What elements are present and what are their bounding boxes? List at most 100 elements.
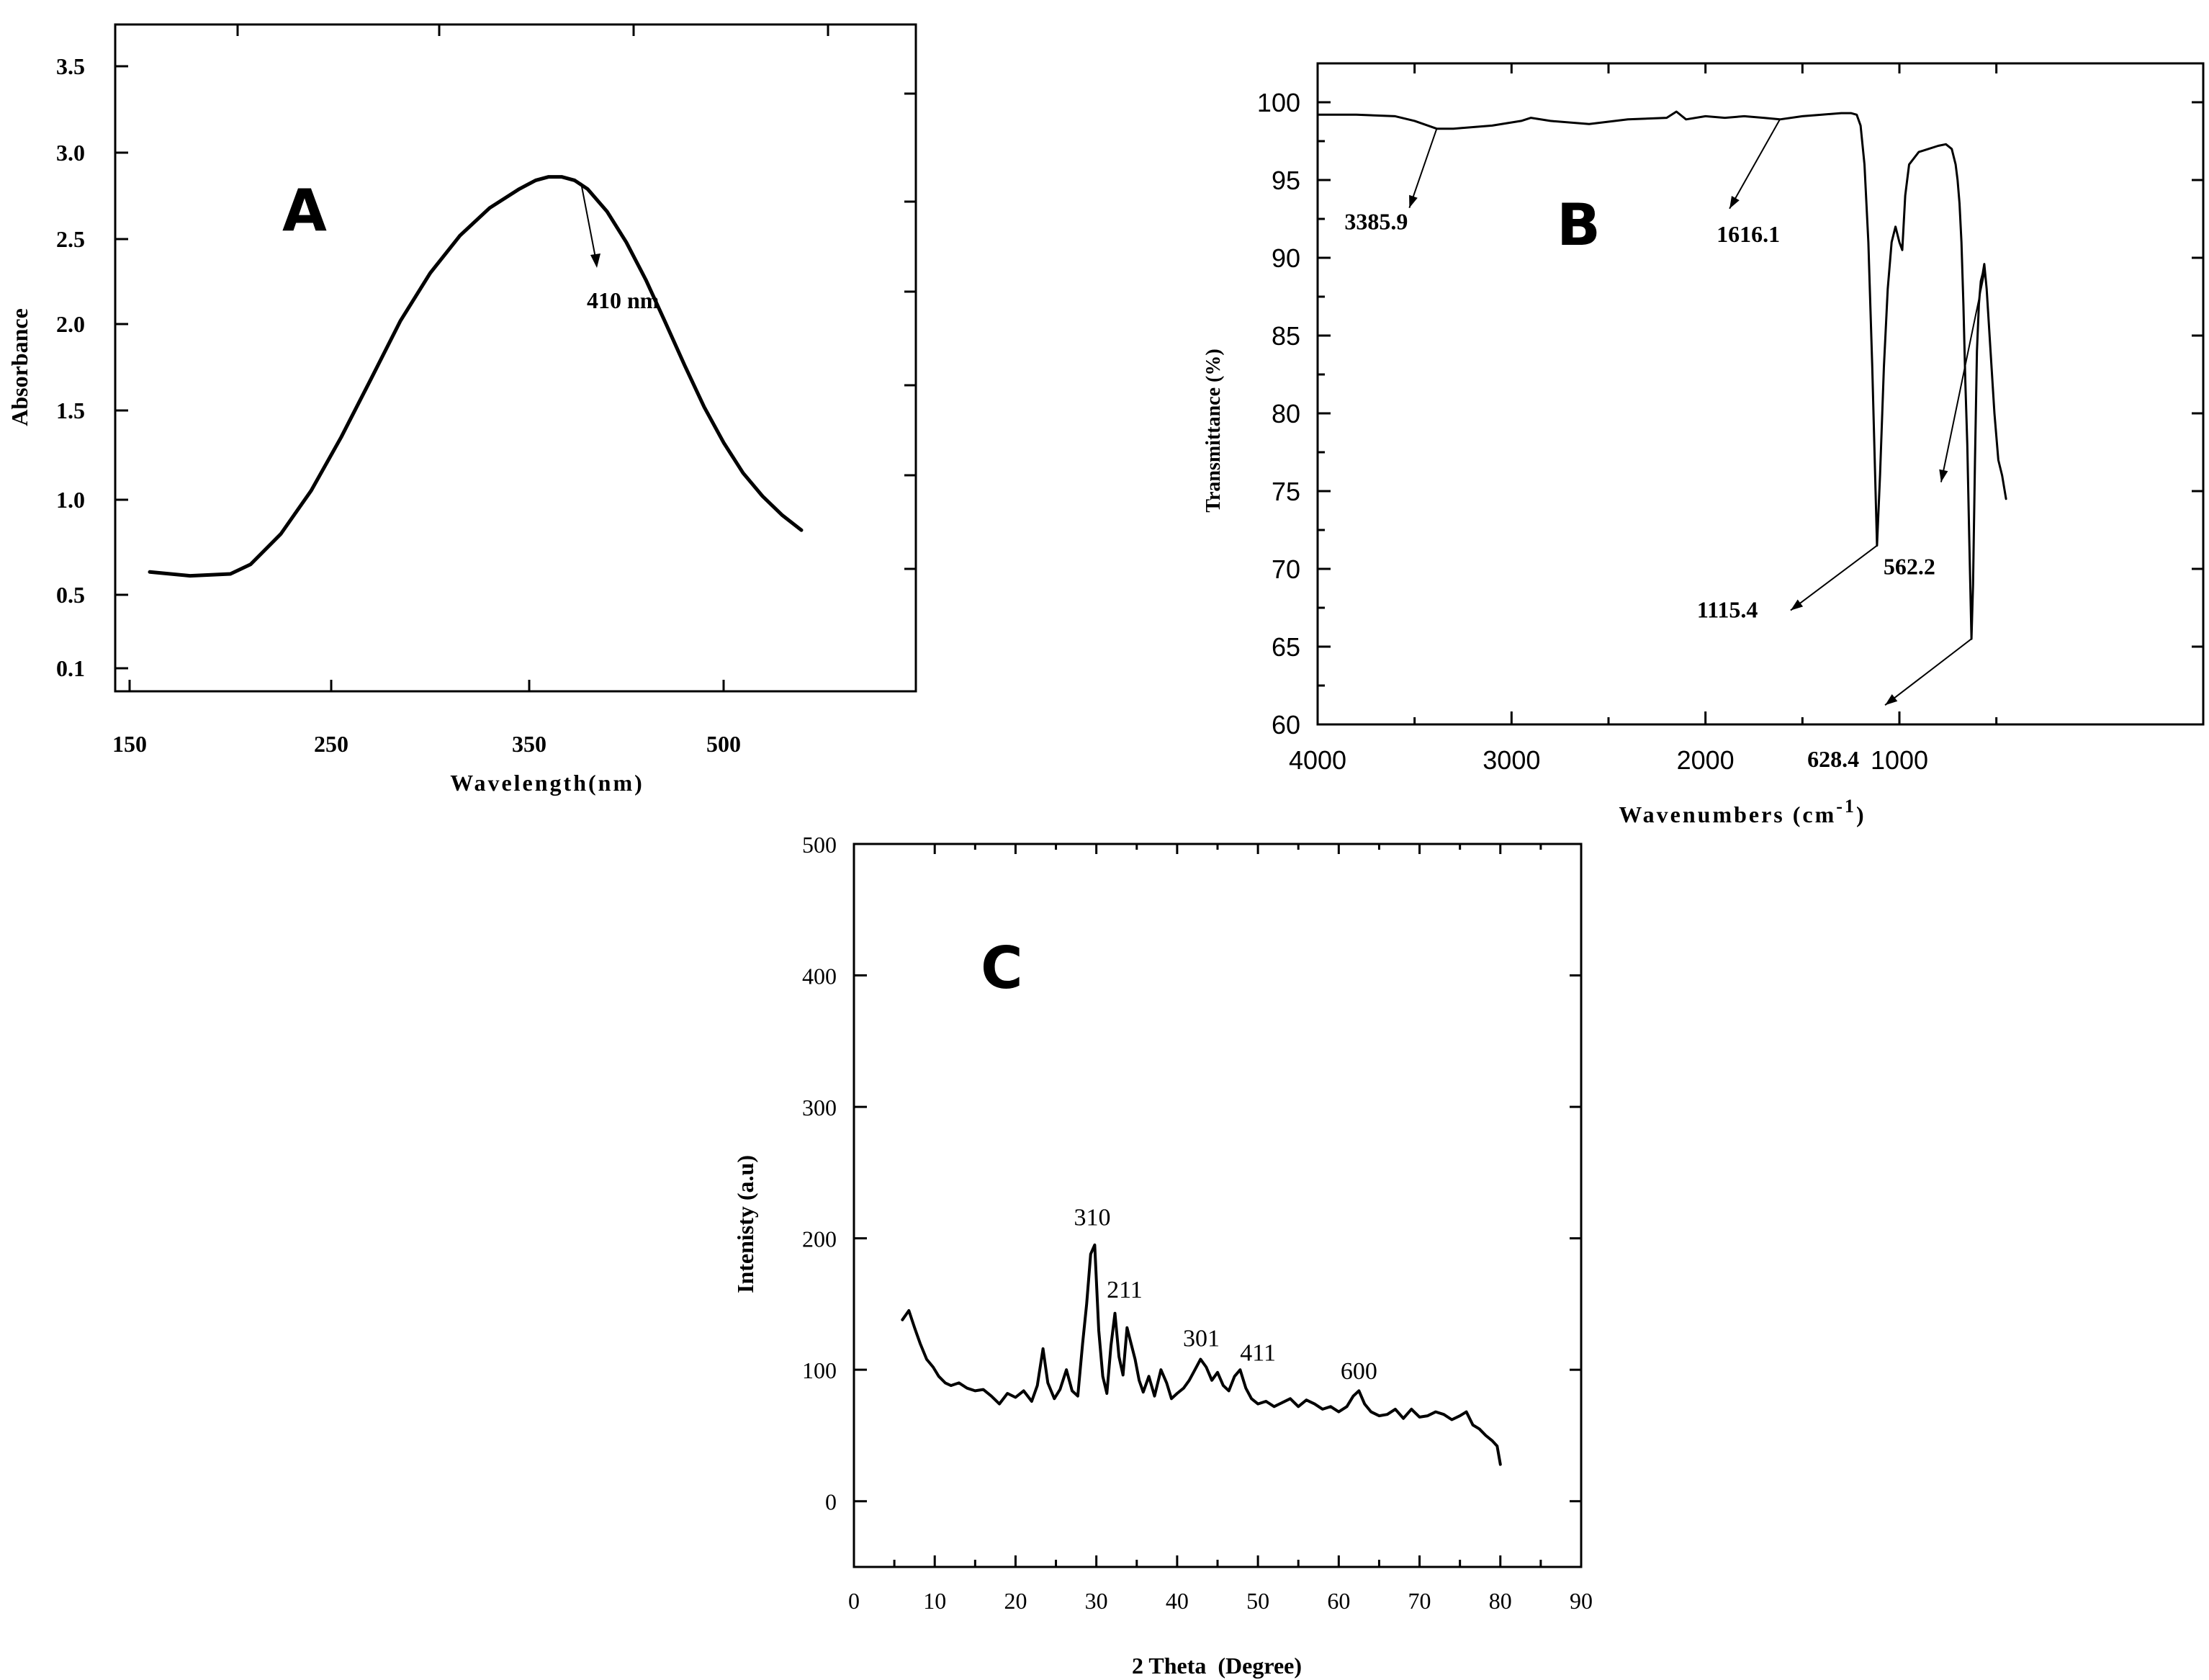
panel-b-annotation-arrow <box>1408 128 1438 209</box>
panel-b-annotation-arrowhead <box>1409 194 1418 208</box>
panel-c-x-tick-label: 50 <box>1246 1588 1269 1614</box>
panel-b-y-axis-title: Transmittance (%) <box>1202 349 1225 512</box>
panel-b-y-tick-label: 65 <box>1272 632 1300 662</box>
panel-c-y-tick-label: 100 <box>802 1357 837 1383</box>
panel-c-y-ticks: 0 100 200 300 400 500 <box>802 832 867 1515</box>
panel-b-annotation-arrowhead <box>1885 694 1898 706</box>
panel-c-x-tick-label: 40 <box>1166 1588 1189 1614</box>
panel-a-annotation-arrowhead <box>590 253 600 268</box>
panel-a-y-tick-label: 3.5 <box>56 53 85 79</box>
panel-c-x-tick-label: 10 <box>923 1588 946 1614</box>
panel-a-absorbance-curve <box>148 175 804 578</box>
panel-b-right-ticks <box>2192 101 2203 726</box>
panel-b-x-axis-title-superscript: -1 <box>1836 796 1856 817</box>
panel-c-x-tick-label: 70 <box>1408 1588 1431 1614</box>
panel-b-annotation-label: 1115.4 <box>1697 597 1758 623</box>
panel-b-y-tick-label: 95 <box>1272 166 1300 195</box>
panel-b-x-axis-title-main: Wavenumbers (cm <box>1619 801 1836 827</box>
panel-a-top-ticks <box>236 24 829 36</box>
panel-a-label: A <box>282 177 327 244</box>
panel-b-annotation-label: 562.2 <box>1884 554 1935 580</box>
panel-b-y-tick-label: 75 <box>1272 477 1300 506</box>
panel-a-plot-frame <box>114 23 917 693</box>
panel-b-annotation-arrowhead <box>1939 469 1948 482</box>
panel-c-y-tick-label: 400 <box>802 963 837 989</box>
panel-a-y-tick-label: 0.5 <box>56 582 85 608</box>
panel-b-x-tick-label: 4000 <box>1289 745 1346 775</box>
panel-c-right-ticks <box>1570 843 1581 1568</box>
panel-a-x-tick-label: 350 <box>512 731 546 757</box>
panel-c-top-ticks <box>933 844 1542 854</box>
panel-b-annotation-arrowhead <box>1729 196 1740 209</box>
panel-a: 0.1 0.5 1.0 1.5 2.0 2.5 3.0 3.5 150 250 350 500 41… <box>6 23 917 796</box>
panel-c-x-tick-label: 60 <box>1327 1588 1350 1614</box>
panel-b-x-tick-label: 1000 <box>1871 745 1928 775</box>
panel-b-y-ticks: 60 65 70 75 80 85 90 95 100 <box>1257 88 1331 740</box>
panel-b-y-tick-label: 80 <box>1272 399 1300 428</box>
panel-b-plot-frame <box>1316 62 2205 726</box>
panel-a-x-ticks: 150 250 350 500 <box>112 680 741 757</box>
panel-b-x-axis-title: Wavenumbers (cm-1) <box>1619 796 1866 827</box>
panel-c-peak-label: 310 <box>1074 1204 1111 1231</box>
panel-b-y-tick-label: 70 <box>1272 554 1300 584</box>
panel-b-y-tick-label: 85 <box>1272 321 1300 351</box>
panel-b-annotations: 3385.9 1616.1 1115.4 562.2 628.4 <box>1344 119 1985 772</box>
panel-c-label: C <box>981 935 1023 1002</box>
panel-a-right-ticks <box>904 92 916 570</box>
panel-a-y-tick-label: 1.5 <box>56 397 85 423</box>
panel-b-annotation-arrow <box>1884 638 1972 706</box>
panel-c-y-axis-title: Intenisty (a.u) <box>732 1155 758 1293</box>
panel-c-x-ticks: 0 10 20 30 40 50 60 70 80 90 <box>848 1555 1593 1614</box>
panel-a-y-axis-title: Absorbance <box>6 308 32 426</box>
panel-c-x-tick-label: 90 <box>1570 1588 1593 1614</box>
panel-b-y-tick-label: 90 <box>1272 243 1300 273</box>
panel-b-annotation-label: 1616.1 <box>1717 221 1780 247</box>
panel-a-annotations: 410 nm <box>580 182 660 313</box>
panel-b-y-tick-label: 100 <box>1257 88 1300 117</box>
panel-a-y-tick-label: 1.0 <box>56 487 85 513</box>
panel-a-y-tick-label: 2.0 <box>56 311 85 337</box>
panel-c-y-tick-label: 200 <box>802 1226 837 1252</box>
panel-c-y-tick-label: 300 <box>802 1095 837 1120</box>
panel-a-x-tick-label: 250 <box>314 731 348 757</box>
panel-c-x-axis-title: 2 Theta (Degree) <box>1132 1653 1302 1679</box>
panel-a-y-tick-label: 3.0 <box>56 140 85 166</box>
panel-b-x-tick-label: 2000 <box>1677 745 1735 775</box>
panel-a-x-tick-label: 150 <box>112 731 147 757</box>
panel-c-peak-label: 600 <box>1341 1358 1377 1385</box>
panel-c-x-tick-label: 80 <box>1489 1588 1512 1614</box>
panel-b-transmittance-curve <box>1316 110 2007 640</box>
panel-b-annotation-label: 3385.9 <box>1344 209 1408 235</box>
panel-a-y-tick-label: 0.1 <box>56 655 85 681</box>
panel-b: 60 65 70 75 80 85 90 95 100 4000 3000 2000 1000 338… <box>1202 62 2205 827</box>
panel-a-x-axis-title: Wavelength(nm) <box>450 770 644 796</box>
panel-b-x-ticks: 4000 3000 2000 1000 <box>1289 711 1998 775</box>
panel-a-annotation-arrow <box>580 182 598 266</box>
panel-b-top-ticks <box>1316 63 1998 73</box>
panel-a-annotation-label: 410 nm <box>587 287 660 313</box>
panel-b-label: B <box>1557 192 1601 259</box>
panel-b-annotation-arrow <box>1790 544 1878 611</box>
panel-c-y-tick-label: 500 <box>802 832 837 858</box>
panel-b-y-tick-label: 60 <box>1272 710 1300 740</box>
panel-c-x-tick-label: 30 <box>1085 1588 1108 1614</box>
panel-a-x-tick-label: 500 <box>706 731 741 757</box>
panel-a-y-tick-label: 2.5 <box>56 226 85 252</box>
panel-b-annotation-label: 628.4 <box>1807 746 1859 772</box>
panel-b-annotation-arrowhead <box>1790 599 1804 611</box>
panel-b-x-tick-label: 3000 <box>1483 745 1540 775</box>
panel-c-x-tick-label: 0 <box>848 1588 860 1614</box>
panel-c-peak-labels: 310 211 301 411 600 <box>1074 1204 1377 1385</box>
panel-c-y-tick-label: 0 <box>825 1489 837 1515</box>
panel-c-xrd-curve <box>901 1243 1502 1466</box>
panel-c-peak-label: 411 <box>1240 1339 1276 1366</box>
panel-c-plot-frame <box>852 843 1583 1568</box>
panel-b-annotation-arrow <box>1940 273 1985 482</box>
panel-c-peak-label: 301 <box>1183 1325 1220 1352</box>
panel-b-x-axis-title-suffix: ) <box>1856 801 1866 827</box>
panel-b-annotation-arrow <box>1729 119 1781 210</box>
panel-c-x-tick-label: 20 <box>1004 1588 1027 1614</box>
panel-a-y-ticks: 0.1 0.5 1.0 1.5 2.0 2.5 3.0 3.5 <box>56 53 128 681</box>
panel-c: 0 100 200 300 400 500 0 10 20 30 40 50 60 70 80 90 310… <box>732 832 1593 1679</box>
